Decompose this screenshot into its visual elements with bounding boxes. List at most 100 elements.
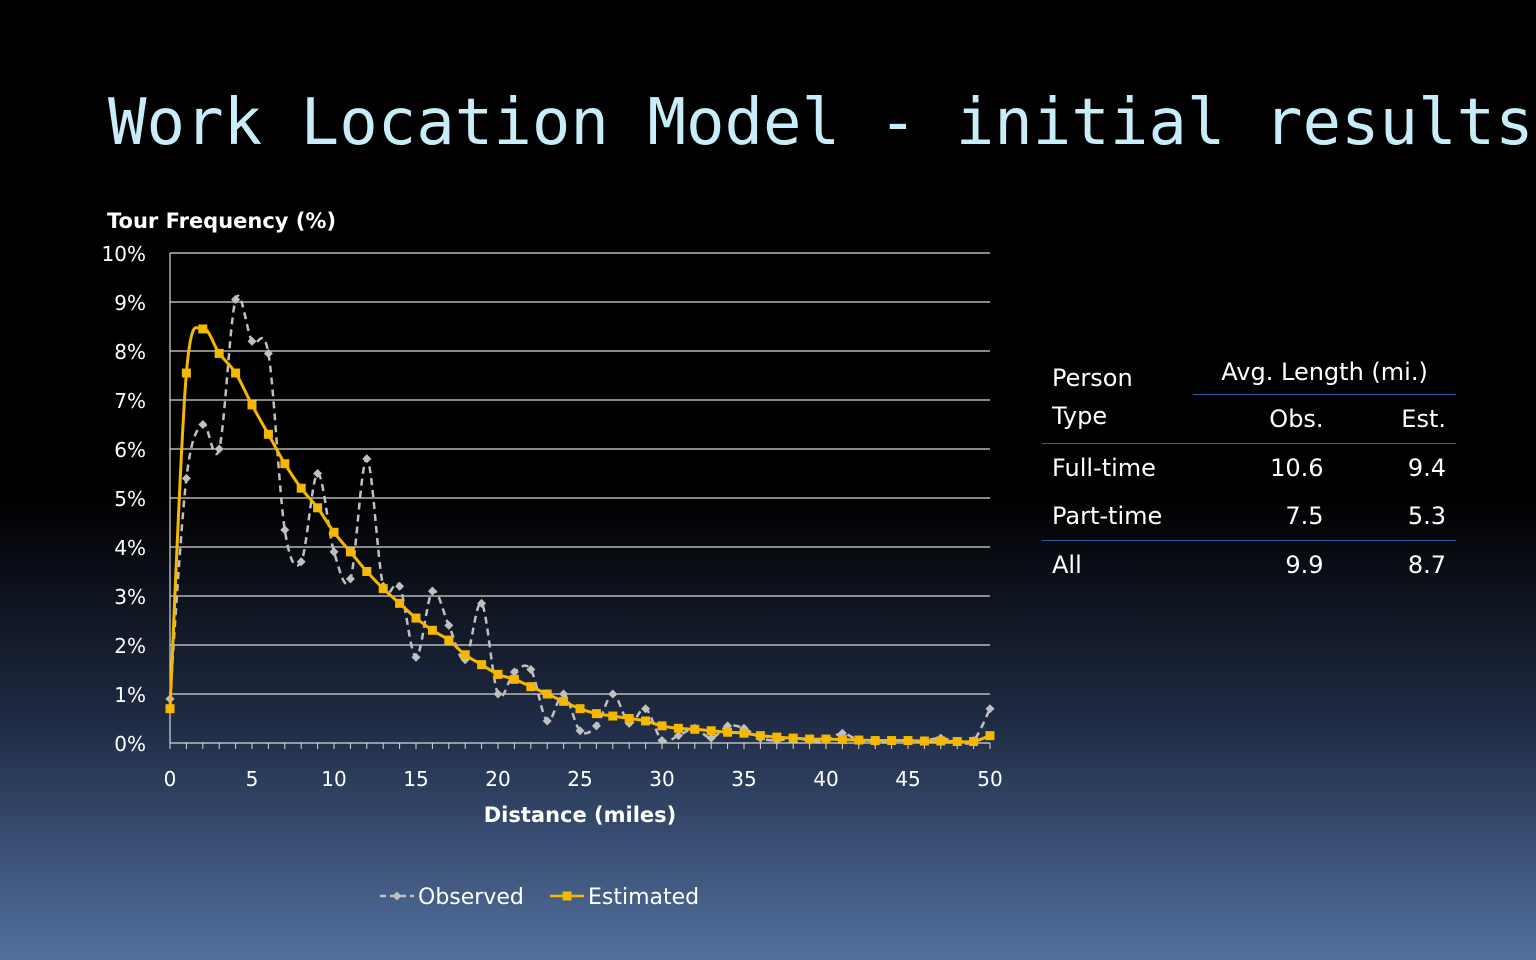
estimated-data-point [673, 723, 683, 733]
observed-data-point [706, 733, 716, 743]
estimated-data-point [378, 584, 388, 594]
estimated-data-point [214, 348, 224, 358]
x-tick-label: 20 [485, 767, 510, 791]
observed-data-point [985, 704, 995, 714]
y-tick-label: 1% [114, 683, 146, 707]
estimated-data-point [296, 483, 306, 493]
estimated-data-point [247, 400, 257, 410]
estimated-data-point [739, 728, 749, 738]
person-type-header: Person Type [1042, 350, 1194, 444]
estimated-data-point [280, 459, 290, 469]
estimated-data-point [427, 625, 437, 635]
estimated-data-point [969, 737, 979, 747]
estimated-data-point [690, 724, 700, 734]
observed-series-line [168, 294, 992, 745]
table-subheader-row: Obs. Est. [1042, 394, 1456, 444]
estimated-data-point [444, 635, 454, 645]
estimated-data-point [755, 731, 765, 741]
x-tick-label: 15 [403, 767, 428, 791]
estimated-data-point [919, 736, 929, 746]
row-type: Part-time [1042, 492, 1194, 541]
observed-legend-marker [392, 891, 402, 901]
obs-header: Obs. [1193, 394, 1334, 444]
estimated-data-point [657, 721, 667, 731]
y-tick-label: 0% [114, 732, 146, 756]
estimated-data-point [772, 732, 782, 742]
table-row: All 9.9 8.7 [1042, 541, 1456, 590]
estimated-data-point [493, 669, 503, 679]
estimated-data-point [723, 727, 733, 737]
observed-data-point [214, 444, 224, 454]
observed-data-point [395, 581, 405, 591]
estimated-data-point [509, 674, 519, 684]
y-tick-label: 9% [114, 291, 146, 315]
y-tick-label: 8% [114, 340, 146, 364]
row-obs: 7.5 [1193, 492, 1334, 541]
observed-data-point [411, 652, 421, 662]
observed-data-point [345, 574, 355, 584]
estimated-data-point [165, 704, 175, 714]
avg-length-group-header: Avg. Length (mi.) [1193, 350, 1456, 395]
x-tick-label: 30 [649, 767, 674, 791]
observed-data-point [542, 716, 552, 726]
estimated-data-point [805, 734, 815, 744]
x-tick-label: 5 [246, 767, 259, 791]
row-est: 5.3 [1333, 492, 1456, 541]
estimated-data-point [837, 735, 847, 745]
x-tick-label: 45 [895, 767, 920, 791]
estimated-data-point [345, 547, 355, 557]
person-header-line1: Person [1052, 363, 1133, 392]
observed-data-point [329, 547, 339, 557]
slide-title: Work Location Model - initial results [108, 86, 1534, 160]
observed-data-point [509, 667, 519, 677]
observed-data-point [608, 689, 618, 699]
y-tick-label: 3% [114, 585, 146, 609]
estimated-series-line [168, 326, 991, 744]
table-header-row: Person Type Avg. Length (mi.) [1042, 350, 1456, 444]
estimated-data-point [329, 527, 339, 537]
estimated-data-point [263, 429, 273, 439]
estimated-data-point [821, 734, 831, 744]
estimated-data-point [181, 368, 191, 378]
estimated-data-point [313, 503, 323, 513]
observed-legend-label: Observed [418, 885, 524, 910]
estimated-data-point [411, 613, 421, 623]
estimated-data-point [788, 733, 798, 743]
x-tick-label: 50 [977, 767, 1002, 791]
estimated-data-point [526, 682, 536, 692]
estimated-data-point [985, 731, 995, 741]
x-tick-label: 0 [164, 767, 177, 791]
person-header-line2: Type [1052, 401, 1108, 430]
y-axis-title: Tour Frequency (%) [107, 209, 336, 233]
estimated-data-point [706, 726, 716, 736]
estimated-data-point [641, 716, 651, 726]
estimated-data-point [936, 736, 946, 746]
observed-data-point [247, 336, 257, 346]
estimated-data-point [591, 709, 601, 719]
estimated-data-point [870, 736, 880, 746]
observed-data-point [313, 469, 323, 478]
y-tick-label: 7% [114, 389, 146, 413]
x-axis-title: Distance (miles) [484, 803, 677, 827]
observed-data-point [575, 726, 585, 736]
x-tick-label: 10 [321, 767, 346, 791]
estimated-data-point [952, 737, 962, 747]
row-est: 8.7 [1407, 551, 1446, 579]
table-row: Full-time 10.6 9.4 [1042, 444, 1456, 493]
y-tick-label: 4% [114, 536, 146, 560]
row-type: All [1052, 551, 1082, 579]
row-type: Full-time [1052, 454, 1156, 482]
observed-data-point [231, 295, 241, 305]
estimated-data-point [887, 736, 897, 746]
observed-data-point [673, 731, 683, 741]
x-tick-label: 25 [567, 767, 592, 791]
y-tick-label: 5% [114, 487, 146, 511]
x-tick-label: 35 [731, 767, 756, 791]
estimated-data-point [198, 324, 208, 334]
y-tick-label: 2% [114, 634, 146, 658]
avg-length-table: Person Type Avg. Length (mi.) Obs. Est. … [1042, 350, 1456, 589]
y-tick-label: 10% [102, 242, 146, 266]
observed-data-point [427, 586, 437, 596]
estimated-data-point [460, 650, 470, 660]
